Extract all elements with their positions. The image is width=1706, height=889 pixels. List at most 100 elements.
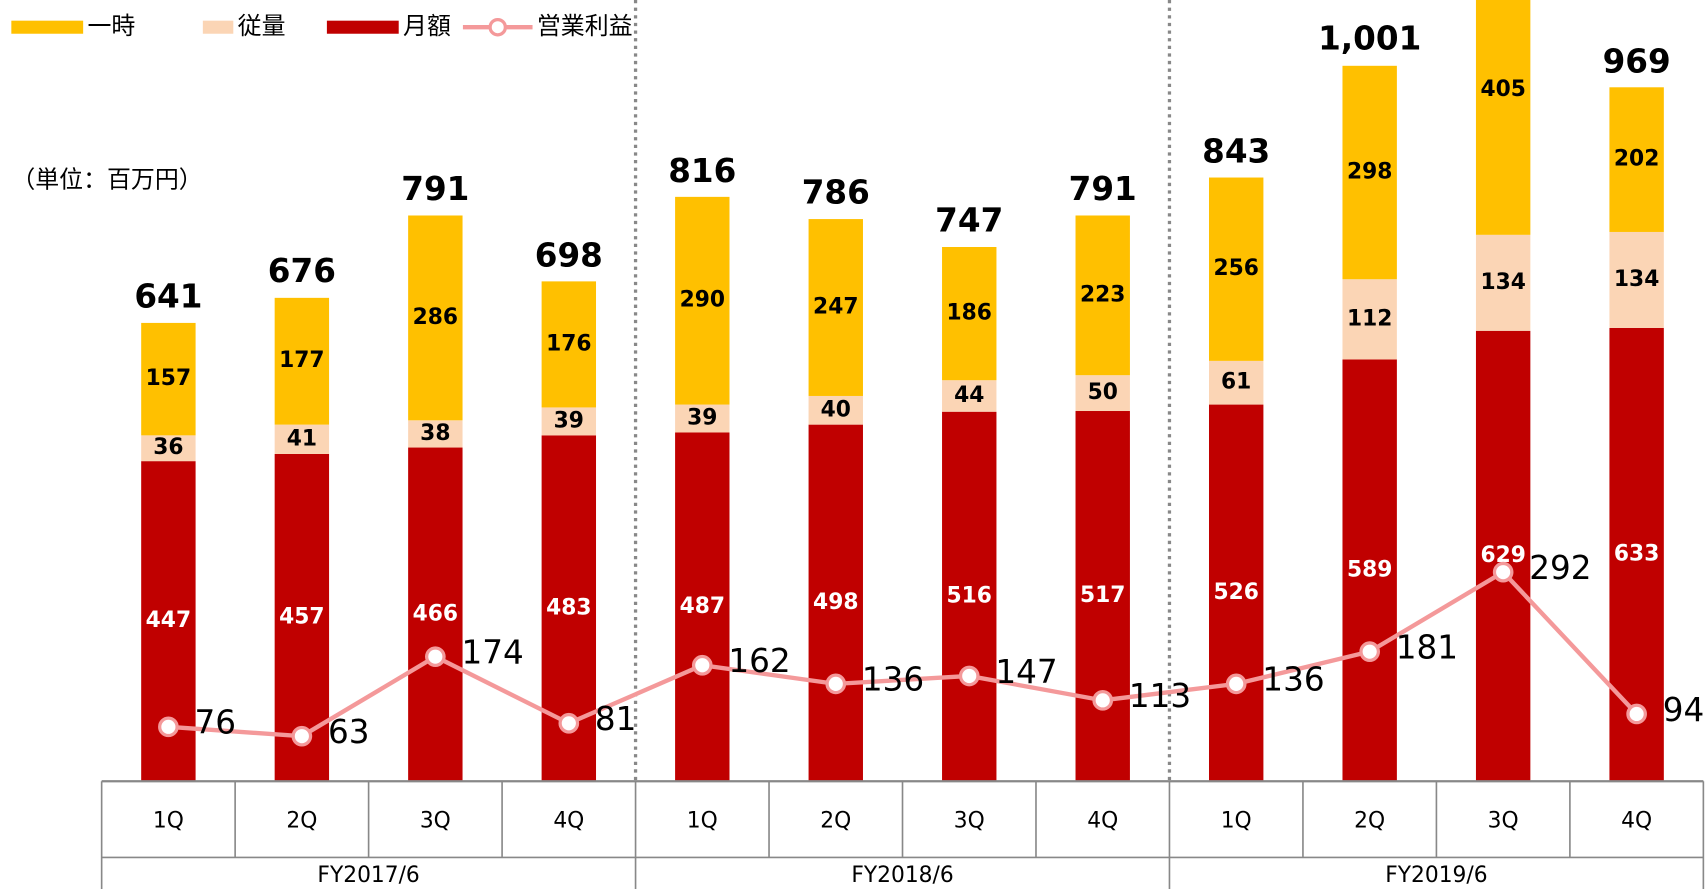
total-label: 676 (268, 252, 336, 290)
bar-segment (675, 196, 730, 405)
bar-segment (808, 395, 863, 425)
profit-label: 94 (1663, 691, 1705, 729)
total-label: 816 (668, 152, 736, 190)
bar-segment (1075, 375, 1130, 412)
bar-segment (541, 281, 597, 408)
segment-label: 44 (954, 383, 984, 408)
segment-label: 466 (413, 601, 458, 626)
segment-label: 483 (546, 595, 591, 620)
bar-segment (1075, 411, 1130, 782)
segment-label: 589 (1347, 557, 1392, 582)
profit-label: 81 (595, 700, 637, 738)
bar-segment (808, 219, 863, 396)
profit-marker (558, 712, 580, 734)
bar-segment (1609, 87, 1664, 232)
profit-marker (825, 673, 847, 695)
profit-label: 174 (461, 633, 523, 671)
x-tick-label: 2Q (1354, 809, 1385, 834)
bar-segment (274, 424, 330, 454)
segment-label: 39 (554, 408, 584, 433)
legend-swatch (202, 20, 234, 34)
x-tick-label: 3Q (420, 809, 451, 834)
segment-label: 157 (146, 366, 191, 391)
x-tick-label: 3Q (1488, 809, 1519, 834)
profit-label: 136 (862, 661, 924, 699)
total-label: 791 (1069, 170, 1137, 208)
total-label: 791 (401, 170, 469, 208)
profit-marker (1626, 703, 1647, 725)
segment-label: 202 (1614, 147, 1659, 172)
segment-label: 36 (153, 435, 183, 460)
bar-segment (1075, 215, 1130, 376)
segment-label: 112 (1347, 306, 1392, 331)
segment-label: 247 (813, 295, 858, 320)
group-label: FY2018/6 (851, 863, 953, 888)
bar-segment (808, 424, 863, 782)
segment-label: 290 (680, 288, 725, 313)
bar-segment (408, 447, 463, 782)
profit-marker (1359, 641, 1381, 662)
profit-marker (425, 646, 446, 667)
legend-marker (488, 17, 507, 37)
legend-swatch (11, 20, 84, 34)
total-label: 698 (535, 236, 603, 274)
profit-label: 147 (995, 653, 1057, 691)
profit-marker (958, 665, 980, 687)
x-tick-label: 3Q (954, 809, 985, 834)
bar-segment (274, 297, 330, 425)
x-tick-label: 2Q (286, 809, 317, 834)
group-label: FY2017/6 (317, 863, 419, 888)
segment-label: 177 (279, 348, 324, 373)
segment-label: 286 (413, 305, 458, 330)
x-tick-label: 1Q (153, 809, 184, 834)
bar-segment (1342, 65, 1397, 280)
x-tick-label: 4Q (553, 809, 584, 834)
segment-label: 41 (287, 426, 317, 451)
segment-label: 633 (1614, 542, 1659, 567)
group-label: FY2019/6 (1385, 863, 1487, 888)
profit-line (168, 569, 1639, 739)
bar-segment (942, 247, 997, 381)
segment-label: 134 (1480, 270, 1525, 295)
profit-label: 292 (1529, 549, 1591, 587)
segment-label: 134 (1614, 267, 1659, 292)
bar-segment (141, 322, 196, 436)
profit-marker (1225, 673, 1247, 695)
bar-segment (942, 411, 997, 782)
bar-segment (942, 380, 997, 412)
bar-segment (1342, 359, 1397, 782)
legend-label: 月額 (403, 12, 451, 40)
profit-label: 76 (195, 704, 237, 742)
x-tick-label: 1Q (1221, 809, 1252, 834)
legend-label: 営業利益 (537, 12, 633, 40)
unit-note: （単位：百万円） (11, 166, 202, 194)
segment-label: 256 (1213, 256, 1258, 281)
profit-marker (1092, 690, 1114, 711)
profit-marker (691, 654, 713, 676)
bar-segment (1609, 231, 1664, 328)
segment-label: 50 (1088, 380, 1118, 405)
segment-label: 516 (947, 583, 992, 608)
total-label: 969 (1603, 42, 1671, 80)
bar-segment (675, 432, 730, 782)
bar-segment (1208, 177, 1264, 361)
bar-segment (541, 407, 597, 436)
x-tick-label: 1Q (687, 809, 718, 834)
profit-label: 162 (728, 642, 790, 680)
segment-label: 39 (687, 406, 717, 431)
profit-label: 136 (1262, 661, 1324, 699)
bar-segment (1475, 234, 1531, 331)
total-label: 1,001 (1318, 19, 1421, 57)
segment-label: 517 (1080, 583, 1125, 608)
bar-segment (1475, 0, 1531, 235)
bar-segment (141, 435, 196, 462)
segment-label: 61 (1221, 370, 1251, 395)
total-label: 747 (935, 201, 1003, 239)
segment-label: 405 (1480, 77, 1525, 102)
legend-label: 従量 (238, 12, 286, 40)
bar-segment (1342, 279, 1397, 360)
profit-label: 113 (1129, 677, 1191, 715)
bar-segment (1208, 360, 1264, 405)
segment-label: 298 (1347, 160, 1392, 185)
